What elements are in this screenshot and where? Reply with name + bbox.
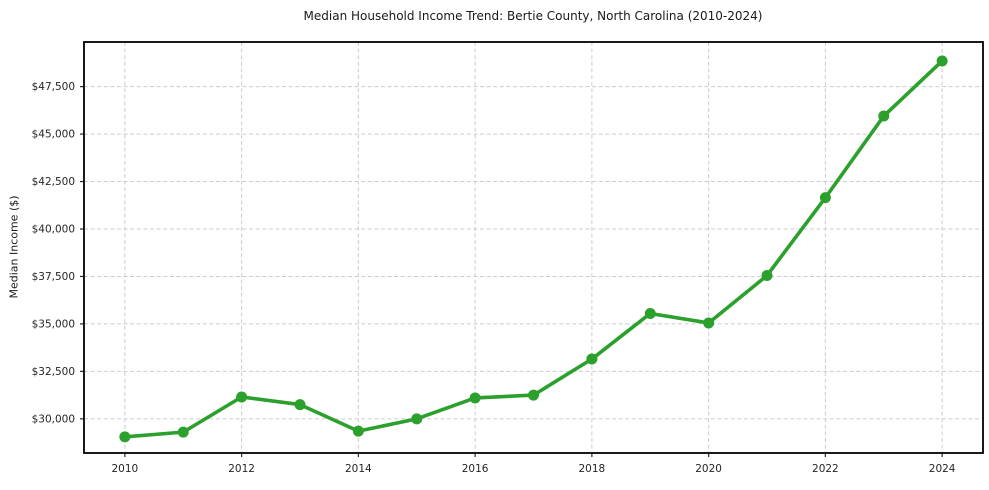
y-tick-label: $37,500 (32, 271, 75, 283)
y-tick-label: $30,000 (32, 413, 75, 425)
data-point-2019 (644, 307, 656, 319)
x-tick-label: 2012 (228, 463, 255, 475)
x-tick-label: 2020 (695, 463, 722, 475)
data-point-2015 (411, 413, 423, 425)
y-tick-label: $45,000 (32, 129, 75, 141)
x-tick-label: 2024 (929, 463, 956, 475)
data-point-2024 (936, 55, 948, 67)
data-point-2012 (236, 391, 248, 403)
x-tick-label: 2010 (111, 463, 138, 475)
y-tick-label: $42,500 (32, 176, 75, 188)
data-point-2016 (469, 392, 481, 404)
chart-title: Median Household Income Trend: Bertie Co… (303, 9, 763, 23)
y-tick-label: $47,500 (32, 81, 75, 93)
data-point-2021 (761, 270, 773, 282)
y-tick-label: $32,500 (32, 366, 75, 378)
y-tick-label: $40,000 (32, 223, 75, 235)
data-point-2022 (819, 192, 831, 204)
data-point-2017 (528, 389, 539, 401)
x-tick-label: 2014 (345, 463, 372, 475)
x-tick-label: 2022 (812, 463, 839, 475)
data-point-2014 (352, 425, 364, 437)
data-point-2011 (177, 426, 189, 438)
data-point-2020 (703, 317, 715, 329)
plot-border (83, 41, 984, 454)
trend-line (123, 59, 944, 439)
data-point-2010 (119, 431, 131, 443)
x-tick-label: 2018 (579, 463, 606, 475)
data-point-2013 (294, 399, 306, 411)
data-point-2018 (586, 353, 598, 365)
x-tick-label: 2016 (462, 463, 489, 475)
y-tick-label: $35,000 (32, 318, 75, 330)
data-point-2023 (878, 110, 890, 122)
